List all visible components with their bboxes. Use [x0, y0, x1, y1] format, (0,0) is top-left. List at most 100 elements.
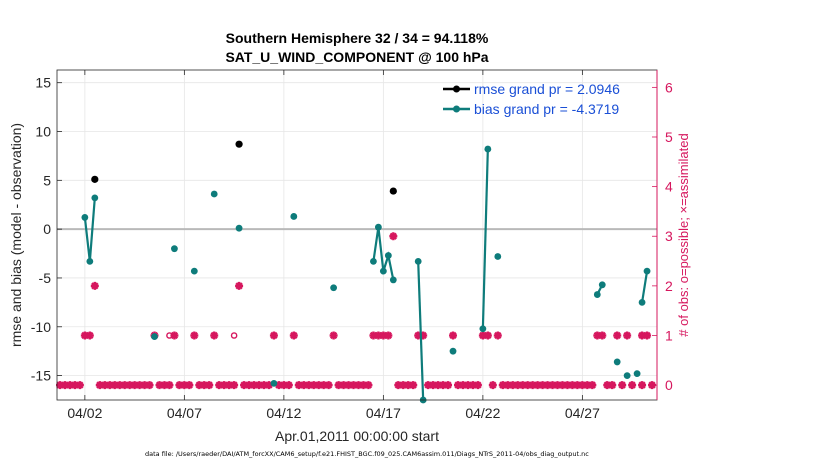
- legend-rmse-label: rmse grand pr = 2.0946: [474, 81, 620, 97]
- bias-point: [389, 276, 397, 284]
- bias-line-segment: [640, 270, 649, 303]
- bias-point: [270, 380, 278, 387]
- obs-marker-stroke: [185, 381, 194, 389]
- bias-point: [81, 214, 89, 221]
- bias-point: [235, 224, 243, 232]
- bias-point: [479, 325, 487, 333]
- obs-assimilated-marker: [588, 381, 597, 390]
- obs-assimilated-marker: [389, 232, 398, 241]
- bias-point: [623, 372, 631, 379]
- obs-assimilated-marker: [384, 331, 393, 340]
- bias-point: [613, 358, 621, 366]
- y-right-tick-label: 0: [665, 377, 673, 393]
- bias-point: [384, 252, 392, 259]
- obs-marker-stroke: [588, 381, 596, 389]
- y-left-tick-label: -10: [31, 319, 51, 335]
- y-right-tick-label: 6: [665, 79, 673, 95]
- bias-point: [91, 194, 99, 202]
- obs-assimilated-marker: [145, 381, 154, 390]
- obs-assimilated-marker: [628, 381, 637, 390]
- y-left-tick-label: -5: [39, 270, 52, 286]
- y-right-tick-label: 2: [665, 278, 673, 294]
- y-left-tick-label: 10: [35, 124, 51, 140]
- obs-assimilated-marker: [210, 331, 219, 340]
- obs-assimilated-marker: [235, 281, 244, 290]
- y-axis-left-label: rmse and bias (model - observation): [8, 123, 24, 347]
- bias-point: [374, 223, 382, 231]
- obs-marker-stroke: [145, 381, 154, 389]
- obs-marker-stroke: [86, 331, 94, 340]
- obs-marker-stroke: [165, 381, 174, 389]
- obs-assimilated-marker: [230, 381, 239, 390]
- obs-assimilated-marker: [205, 381, 214, 390]
- bias-point: [330, 284, 338, 292]
- obs-marker-stroke: [489, 381, 497, 389]
- legend-rmse-marker: [453, 85, 460, 93]
- bias-point: [290, 213, 298, 220]
- obs-marker-stroke: [494, 331, 502, 340]
- bias-line-segment: [481, 149, 489, 329]
- y-right-tick-label: 1: [665, 327, 673, 343]
- obs-assimilated-marker: [269, 331, 278, 340]
- legend: rmse grand pr = 2.0946 bias grand pr = -…: [443, 81, 620, 117]
- obs-assimilated-marker: [613, 331, 622, 340]
- obs-marker-stroke: [205, 381, 213, 389]
- obs-assimilated-marker: [409, 381, 418, 390]
- obs-marker-stroke: [474, 381, 482, 389]
- obs-marker-stroke: [235, 282, 243, 290]
- bias-point: [449, 347, 457, 355]
- chart-title-line2: SAT_U_WIND_COMPONENT @ 100 hPa: [225, 49, 488, 65]
- obs-marker-stroke: [91, 282, 99, 290]
- data-file-footer: data file: /Users/raeder/DAI/ATM_forcXX/…: [145, 450, 589, 458]
- bias-point: [190, 267, 198, 275]
- y-left-tick-label: 0: [43, 221, 51, 237]
- rmse-point: [389, 187, 397, 195]
- bias-point: [151, 333, 158, 340]
- bias-point: [414, 257, 422, 265]
- obs-assimilated-marker: [289, 331, 298, 340]
- bias-point: [171, 245, 178, 253]
- obs-assimilated-marker: [75, 381, 84, 390]
- obs-assimilated-marker: [598, 331, 607, 340]
- obs-count-markers: [55, 232, 657, 390]
- y-right-tick-label: 3: [665, 228, 673, 244]
- obs-marker-stroke: [628, 381, 636, 389]
- plot-area: [57, 70, 657, 400]
- x-tick-label: 04/02: [67, 405, 102, 421]
- obs-marker-stroke: [608, 381, 616, 389]
- legend-bias-marker: [453, 105, 460, 113]
- obs-marker-stroke: [364, 381, 373, 389]
- y-axis-left-ticks: 15 10 5 0 -5 -10 -15: [31, 75, 62, 384]
- obs-assimilated-marker: [284, 381, 293, 390]
- bias-point: [598, 281, 606, 289]
- obs-assimilated-marker: [488, 381, 497, 390]
- y-left-tick-label: 15: [35, 75, 51, 91]
- y-axis-right-label: # of obs: o=possible; ×=assimilated: [676, 133, 691, 336]
- y-right-tick-label: 4: [665, 179, 673, 195]
- obs-assimilated-marker: [643, 331, 652, 340]
- obs-marker-stroke: [449, 331, 457, 340]
- obs-marker-stroke: [285, 381, 293, 389]
- bias-point: [593, 291, 601, 298]
- obs-marker-stroke: [389, 232, 397, 240]
- x-tick-label: 04/22: [465, 405, 500, 421]
- obs-marker-stroke: [484, 331, 492, 340]
- obs-possible-marker: [230, 332, 238, 339]
- bias-point: [379, 267, 387, 275]
- obs-assimilated-marker: [473, 381, 482, 390]
- rmse-point: [235, 140, 243, 148]
- legend-bias-label: bias grand pr = -4.3719: [474, 101, 619, 117]
- obs-assimilated-marker: [444, 381, 453, 390]
- obs-marker-stroke: [324, 381, 333, 389]
- obs-marker-stroke: [290, 331, 298, 340]
- obs-assimilated-marker: [493, 331, 502, 340]
- obs-marker-stroke: [613, 331, 621, 340]
- obs-assimilated-marker: [483, 331, 492, 340]
- rmse-series: [91, 140, 397, 195]
- obs-marker-stroke: [638, 381, 646, 389]
- obs-marker-stroke: [230, 381, 238, 389]
- obs-marker-stroke: [643, 331, 651, 340]
- x-axis-label: Apr.01,2011 00:00:00 start: [275, 428, 439, 444]
- obs-assimilated-marker: [618, 381, 627, 390]
